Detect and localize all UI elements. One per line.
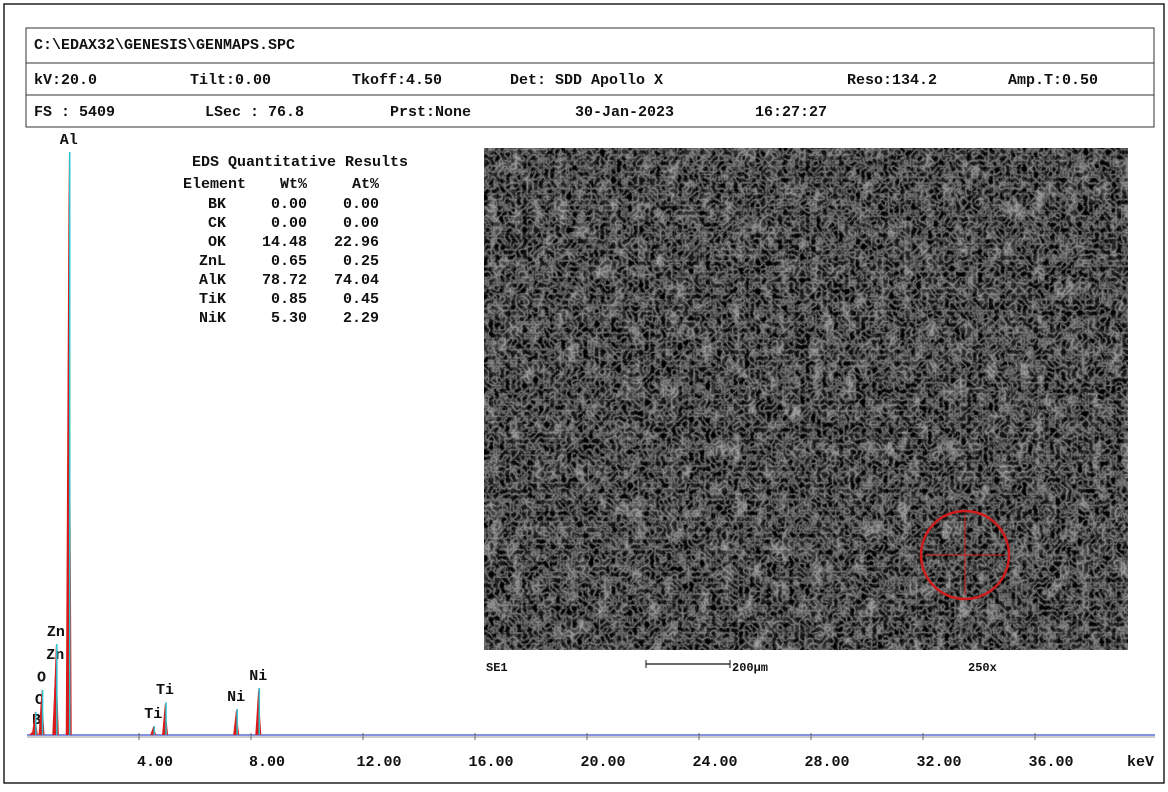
header-field: Reso:134.2: [847, 72, 937, 89]
scale-label: 200µm: [732, 661, 768, 675]
column-header: At%: [352, 176, 380, 193]
peak-label: Al: [60, 132, 78, 149]
header-field: Prst:None: [390, 104, 471, 121]
table-cell: TiK: [199, 291, 226, 308]
table-cell: 0.85: [271, 291, 307, 308]
x-tick-label: 24.00: [692, 754, 737, 771]
table-cell: 14.48: [262, 234, 307, 251]
x-tick-label: 16.00: [468, 754, 513, 771]
x-tick-label: 36.00: [1028, 754, 1073, 771]
sem-texture: [484, 148, 1128, 650]
table-cell: 0.00: [271, 196, 307, 213]
table-cell: BK: [208, 196, 226, 213]
table-cell: 22.96: [334, 234, 379, 251]
peak-label: Ni: [227, 689, 245, 706]
x-tick-label: 12.00: [356, 754, 401, 771]
header-field: Det: SDD Apollo X: [510, 72, 663, 89]
quant-title: EDS Quantitative Results: [192, 154, 408, 171]
table-cell: 2.29: [343, 310, 379, 327]
table-cell: 0.00: [271, 215, 307, 232]
header-field: 30-Jan-2023: [575, 104, 674, 121]
x-axis-label: keV: [1127, 754, 1154, 771]
column-header: Wt%: [280, 176, 308, 193]
x-tick-label: 8.00: [249, 754, 285, 771]
header-field: FS : 5409: [34, 104, 115, 121]
table-cell: 0.25: [343, 253, 379, 270]
peak-label: O: [37, 670, 46, 687]
header-field: 16:27:27: [755, 104, 827, 121]
x-tick-label: 28.00: [804, 754, 849, 771]
peak-label: Ni: [249, 668, 267, 685]
table-cell: OK: [208, 234, 226, 251]
peak-label: Zn: [47, 624, 65, 641]
x-tick-label: 4.00: [137, 754, 173, 771]
magnification: 250x: [968, 661, 997, 675]
table-cell: NiK: [199, 310, 226, 327]
peak-label: Ti: [156, 682, 174, 699]
x-tick-label: 32.00: [916, 754, 961, 771]
page: {"header": {"path": "C:\\EDAX32\\GENESIS…: [0, 0, 1168, 792]
header-field: kV:20.0: [34, 72, 97, 89]
header-field: Tkoff:4.50: [352, 72, 442, 89]
table-cell: 0.00: [343, 215, 379, 232]
table-cell: 78.72: [262, 272, 307, 289]
x-tick-label: 20.00: [580, 754, 625, 771]
table-cell: AlK: [199, 272, 226, 289]
eds-window: C:\EDAX32\GENESIS\GENMAPS.SPC kV:20.0 Til…: [0, 0, 1168, 787]
table-cell: CK: [208, 215, 226, 232]
header-field: Tilt:0.00: [190, 72, 271, 89]
table-cell: ZnL: [199, 253, 226, 270]
file-path: C:\EDAX32\GENESIS\GENMAPS.SPC: [34, 37, 295, 54]
column-header: Element: [183, 176, 246, 193]
table-cell: 0.00: [343, 196, 379, 213]
table-cell: 0.65: [271, 253, 307, 270]
detector-label: SE1: [486, 661, 508, 675]
table-cell: 74.04: [334, 272, 379, 289]
table-cell: 5.30: [271, 310, 307, 327]
header-field: Amp.T:0.50: [1008, 72, 1098, 89]
table-cell: 0.45: [343, 291, 379, 308]
header-field: LSec : 76.8: [205, 104, 304, 121]
peak-label: Ti: [144, 706, 162, 723]
